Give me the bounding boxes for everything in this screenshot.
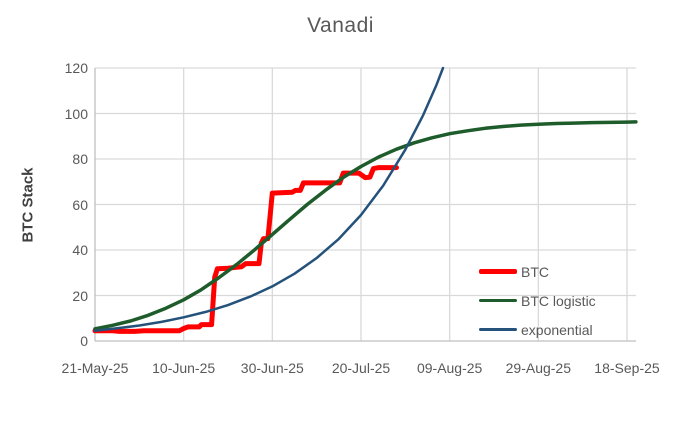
y-tick-label: 120 <box>64 60 88 76</box>
x-tick-label: 10-Jun-25 <box>152 360 216 376</box>
x-tick-label: 30-Jun-25 <box>240 360 304 376</box>
legend-label: BTC logistic <box>521 292 596 309</box>
chart-title: Vanadi <box>307 14 374 37</box>
x-tick-label: 29-Aug-25 <box>505 360 572 376</box>
legend-swatch <box>479 298 517 303</box>
legend-swatch <box>479 269 517 274</box>
legend: BTC BTC logistic exponential <box>479 257 596 344</box>
legend-label: exponential <box>521 321 593 338</box>
legend-item-exponential: exponential <box>479 315 596 344</box>
legend-label: BTC <box>521 263 549 280</box>
y-tick-label: 40 <box>72 242 88 258</box>
x-tick-label: 21-May-25 <box>61 360 129 376</box>
y-tick-label: 0 <box>80 333 88 349</box>
x-tick-label: 20-Jul-25 <box>331 360 391 376</box>
y-tick-label: 60 <box>72 196 88 213</box>
y-tick-label: 100 <box>64 105 88 122</box>
x-tick-label: 09-Aug-25 <box>416 360 483 376</box>
y-tick-label: 80 <box>72 151 88 167</box>
legend-swatch <box>479 328 517 331</box>
series-line-btc-logistic <box>93 120 638 331</box>
legend-item-btc: BTC <box>479 257 596 286</box>
legend-item-btc-logistic: BTC logistic <box>479 286 596 315</box>
series-line-exponential <box>93 66 445 333</box>
x-tick-label: 18-Sep-25 <box>594 360 660 376</box>
y-tick-label: 20 <box>72 287 88 304</box>
